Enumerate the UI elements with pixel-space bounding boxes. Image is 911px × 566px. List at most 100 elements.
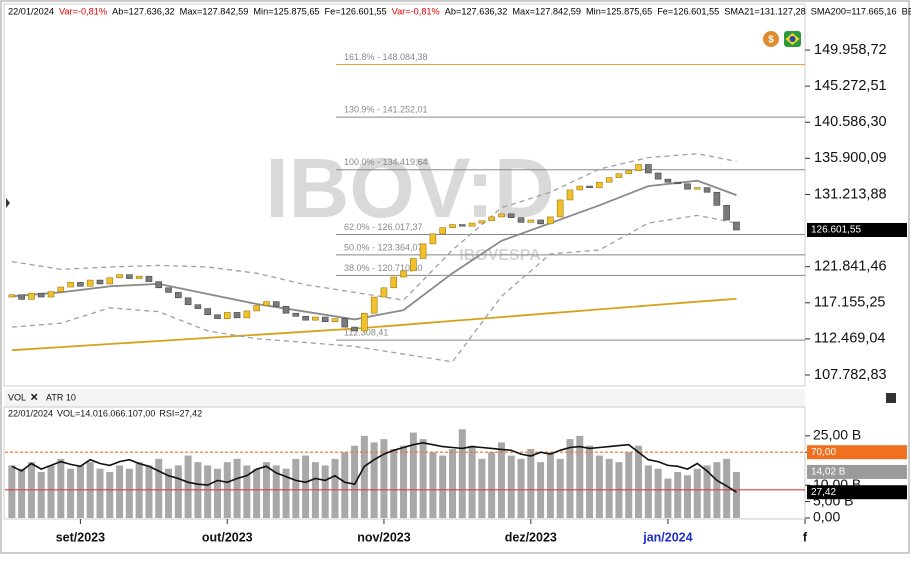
fib-label: 62.0% - 126.017,37: [344, 222, 423, 232]
candle: [272, 301, 280, 307]
rsi-badge: [807, 485, 907, 500]
header-item: SMA21=131.127,28: [724, 6, 805, 16]
candle: [194, 304, 202, 309]
last-price-badge: [807, 222, 907, 237]
candle: [361, 312, 368, 332]
last-price-label: 126.601,55: [811, 225, 861, 236]
volume-bar: [439, 455, 447, 518]
candle: [67, 282, 74, 288]
candle: [243, 310, 251, 319]
candle: [253, 305, 260, 312]
volume-bar: [145, 465, 153, 518]
volume-bar: [8, 465, 16, 518]
volume-bar: [174, 465, 182, 518]
indicator-tab: VOL: [8, 392, 26, 402]
fib-label: 50.0% - 123.364,07: [344, 242, 423, 252]
candle: [713, 191, 721, 206]
volume-bar: [664, 478, 672, 518]
candle: [576, 185, 584, 191]
candle: [488, 216, 495, 222]
indicator-info: VOL=14.016.066.107,00: [57, 408, 155, 418]
candle: [527, 219, 535, 223]
y-tick-label: 107.782,83: [814, 367, 887, 383]
y-tick-label: 117.155,25: [814, 295, 886, 311]
x-tick-label: out/2023: [202, 530, 253, 544]
volume-bar: [47, 465, 55, 518]
volume-bar: [576, 435, 584, 518]
indicator-line: [11, 153, 737, 301]
y-tick-label: 112.469,04: [814, 331, 886, 347]
volume-bar: [184, 455, 192, 518]
indicator-line: [11, 179, 737, 321]
candle: [693, 187, 701, 190]
watermark-name: IBOVESPA: [459, 247, 541, 264]
y-tick-label: 145.272,51: [814, 78, 887, 94]
volume-bar: [546, 452, 554, 518]
volume-bar: [96, 468, 104, 518]
header-item: Fe=126.601,55: [657, 6, 719, 16]
x-tick-label: set/2023: [56, 530, 105, 544]
volume-bar: [497, 442, 505, 518]
volume-bar: [586, 445, 594, 518]
candle: [351, 326, 358, 332]
volume-bar: [635, 445, 643, 518]
volume-bar: [517, 458, 525, 518]
volume-bar: [282, 468, 290, 518]
volume-bar: [341, 452, 349, 518]
candle: [96, 279, 104, 285]
volume-bar: [654, 468, 662, 518]
header-item: Ab=127.636,32: [445, 6, 508, 16]
volume-bar: [566, 439, 574, 518]
volume-bar: [448, 449, 456, 518]
volume-bar: [468, 445, 476, 518]
volume-bar: [360, 435, 368, 518]
candle: [331, 318, 339, 322]
candle: [390, 276, 398, 289]
candle: [498, 213, 505, 218]
candle: [547, 216, 554, 225]
rsi-badge-label: 27,42: [811, 487, 836, 498]
candle: [586, 185, 593, 188]
header-item: Min=125.875,65: [253, 6, 319, 16]
volume-bar: [213, 468, 221, 518]
volume-bar: [116, 465, 124, 518]
candle: [155, 281, 163, 289]
candle: [302, 316, 309, 321]
candle: [439, 227, 446, 235]
candle: [400, 270, 407, 278]
vol-tick-label: 25,00 B: [813, 427, 861, 443]
candle: [517, 217, 525, 223]
volume-bar: [233, 458, 241, 518]
candle: [204, 308, 211, 316]
candle: [165, 287, 172, 293]
candle: [8, 294, 16, 298]
header-item: Max=127.842,59: [180, 6, 249, 16]
indicator-info: RSI=27,42: [159, 408, 202, 418]
volume-bar: [155, 458, 163, 518]
candle: [645, 164, 652, 174]
y-tick-label: 149.958,72: [814, 42, 887, 58]
candle: [419, 243, 427, 259]
volume-bar: [302, 455, 310, 518]
y-tick-label: 131.213,88: [814, 186, 887, 202]
candle: [263, 301, 270, 306]
close-tab[interactable]: ✕: [30, 393, 38, 404]
volume-bar: [76, 465, 84, 518]
indicator-info: 22/01/2024: [8, 408, 53, 418]
header-item: Ab=127.636,32: [112, 6, 175, 16]
volume-bar: [644, 465, 652, 518]
currency-icon[interactable]: [763, 31, 779, 47]
candle: [615, 173, 623, 178]
expand-arrow[interactable]: [6, 198, 10, 208]
candle: [184, 297, 192, 306]
watermark: IBOV:D IBOVESPA: [265, 141, 554, 264]
volume-bar: [429, 452, 437, 518]
volume-bar: [507, 455, 515, 518]
candle: [410, 258, 417, 272]
header-item: 22/01/2024: [8, 6, 54, 16]
header-item: Min=125.875,65: [586, 6, 652, 16]
volume-bar: [458, 429, 466, 518]
volume-bar: [605, 458, 613, 518]
volume-bar: [272, 465, 280, 518]
maximize-button[interactable]: [886, 393, 896, 403]
